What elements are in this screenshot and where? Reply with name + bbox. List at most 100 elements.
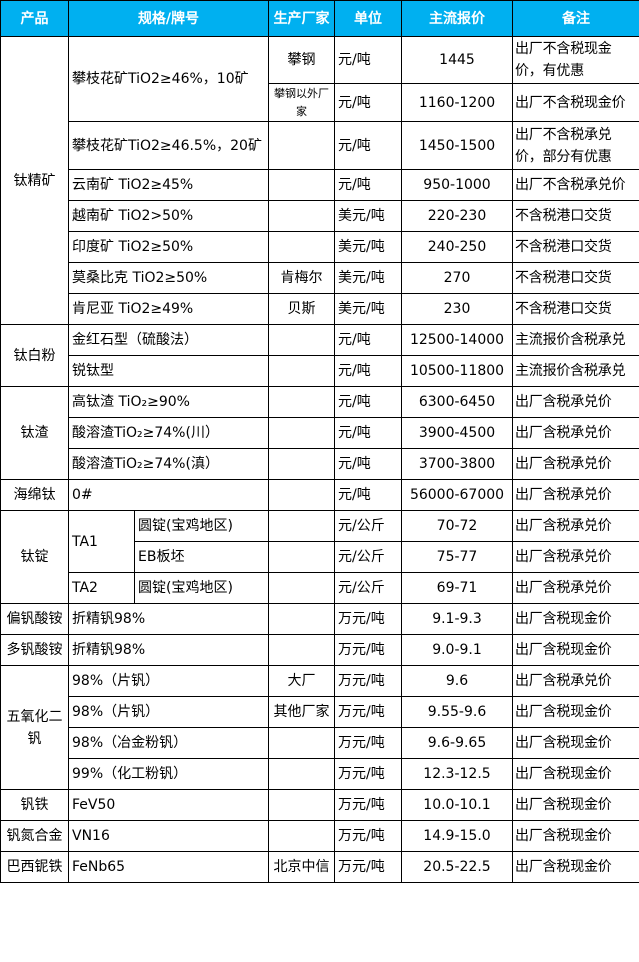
manufacturer-cell: 大厂 — [268, 665, 335, 697]
table-row: 偏钒酸铵 折精钒98% 万元/吨 9.1-9.3 出厂含税现金价 — [0, 603, 639, 635]
spec-cell: 锐钛型 — [68, 355, 269, 387]
unit-cell: 元/吨 — [334, 121, 402, 170]
note-cell: 主流报价含税承兑 — [512, 324, 639, 356]
price-cell: 75-77 — [401, 541, 513, 573]
spec-cell: 98%（片钒） — [68, 665, 269, 697]
note-cell: 出厂含税承兑价 — [512, 572, 639, 604]
header-product: 产品 — [0, 0, 69, 37]
manufacturer-cell — [268, 820, 335, 852]
table-row: 肯尼亚 TiO2≥49% 贝斯 美元/吨 230 不含税港口交货 — [1, 293, 639, 325]
header-manufacturer: 生产厂家 — [268, 0, 335, 37]
unit-cell: 元/吨 — [334, 83, 402, 122]
grade-cell: TA2 — [68, 572, 135, 604]
note-cell: 出厂含税现金价 — [512, 820, 639, 852]
table-row: 多钒酸铵 折精钒98% 万元/吨 9.0-9.1 出厂含税现金价 — [0, 634, 639, 666]
spec-cell: 云南矿 TiO2≥45% — [68, 169, 269, 201]
product-cell: 钛锭 — [0, 510, 69, 604]
unit-cell: 元/吨 — [334, 324, 402, 356]
table-row: 莫桑比克 TiO2≥50% 肯梅尔 美元/吨 270 不含税港口交货 — [1, 262, 639, 294]
note-cell: 出厂含税现金价 — [512, 634, 639, 666]
unit-cell: 万元/吨 — [334, 789, 402, 821]
price-cell: 3900-4500 — [401, 417, 513, 449]
manufacturer-cell — [268, 324, 335, 356]
spec-cell: 印度矿 TiO2≥50% — [68, 231, 269, 263]
price-cell: 20.5-22.5 — [401, 851, 513, 883]
manufacturer-cell — [268, 510, 335, 542]
price-cell: 9.0-9.1 — [401, 634, 513, 666]
manufacturer-cell — [268, 231, 335, 263]
product-cell: 钒铁 — [0, 789, 69, 821]
manufacturer-cell: 攀钢 — [268, 36, 335, 84]
unit-cell: 元/吨 — [334, 355, 402, 387]
manufacturer-cell — [268, 479, 335, 511]
note-cell: 出厂不含税现金价 — [512, 83, 639, 122]
table-row: 攀枝花矿TiO2≥46.5%，20矿 元/吨 1450-1500 出厂不含税承兑价，部… — [1, 121, 639, 170]
table-row: 印度矿 TiO2≥50% 美元/吨 240-250 不含税港口交货 — [1, 231, 639, 263]
manufacturer-cell — [268, 386, 335, 418]
price-cell: 12.3-12.5 — [401, 758, 513, 790]
note-cell: 出厂含税承兑价 — [512, 479, 639, 511]
manufacturer-cell: 其他厂家 — [268, 696, 335, 728]
product-cell: 钒氮合金 — [0, 820, 69, 852]
table-row: 钒氮合金 VN16 万元/吨 14.9-15.0 出厂含税现金价 — [0, 820, 639, 852]
price-cell: 10.0-10.1 — [401, 789, 513, 821]
header-price: 主流报价 — [401, 0, 513, 37]
unit-cell: 万元/吨 — [334, 727, 402, 759]
manufacturer-cell — [268, 541, 335, 573]
price-cell: 9.6 — [401, 665, 513, 697]
spec-cell: 酸溶渣TiO₂≥74%(滇） — [68, 448, 269, 480]
manufacturer-cell: 攀钢以外厂家 — [268, 83, 335, 122]
table-row: 钛渣 高钛渣 TiO₂≥90% 元/吨 6300-6450 出厂含税承兑价 — [0, 386, 639, 480]
product-cell: 多钒酸铵 — [0, 634, 69, 666]
table-row: 钒铁 FeV50 万元/吨 10.0-10.1 出厂含税现金价 — [0, 789, 639, 821]
unit-cell: 美元/吨 — [334, 231, 402, 263]
manufacturer-cell: 北京中信 — [268, 851, 335, 883]
table-row: 越南矿 TiO2>50% 美元/吨 220-230 不含税港口交货 — [1, 200, 639, 232]
unit-cell: 万元/吨 — [334, 851, 402, 883]
table-row: 钛锭 TA1 圆锭(宝鸡地区) 元/公斤 70-72 出厂含税承兑价 — [0, 510, 639, 604]
spec-cell: 越南矿 TiO2>50% — [68, 200, 269, 232]
table-row: 98%（片钒） 其他厂家 万元/吨 9.55-9.6 出厂含税现金价 — [1, 696, 639, 728]
price-cell: 6300-6450 — [401, 386, 513, 418]
manufacturer-cell — [268, 758, 335, 790]
unit-cell: 元/公斤 — [334, 572, 402, 604]
unit-cell: 万元/吨 — [334, 665, 402, 697]
table-row: 五氧化二钒 98%（片钒） 大厂 万元/吨 9.6 出厂含税承兑价 — [0, 665, 639, 790]
table-row: 巴西铌铁 FeNb65 北京中信 万元/吨 20.5-22.5 出厂含税现金价 — [0, 851, 639, 883]
price-cell: 9.1-9.3 — [401, 603, 513, 635]
unit-cell: 美元/吨 — [334, 293, 402, 325]
manufacturer-cell — [268, 417, 335, 449]
header-row: 产品 规格/牌号 生产厂家 单位 主流报价 备注 — [0, 0, 639, 37]
table-row: 钛精矿 攀枝花矿TiO2≥46%，10矿 攀钢 元/吨 1445 出厂不含税现金价，有优惠 — [0, 36, 639, 325]
manufacturer-cell: 肯梅尔 — [268, 262, 335, 294]
product-cell: 五氧化二钒 — [0, 665, 69, 790]
unit-cell: 元/吨 — [334, 479, 402, 511]
note-cell: 出厂含税现金价 — [512, 696, 639, 728]
table-row: 攀钢以外厂家 元/吨 1160-1200 出厂不含税现金价 — [1, 83, 639, 122]
price-table: 产品 规格/牌号 生产厂家 单位 主流报价 备注 钛精矿 攀枝花矿TiO2≥46%… — [0, 0, 639, 883]
header-unit: 单位 — [334, 0, 402, 37]
note-cell: 主流报价含税承兑 — [512, 355, 639, 387]
note-cell: 出厂含税承兑价 — [512, 386, 639, 418]
manufacturer-cell — [268, 727, 335, 759]
note-cell: 出厂含税承兑价 — [512, 448, 639, 480]
unit-cell: 元/公斤 — [334, 541, 402, 573]
price-cell: 950-1000 — [401, 169, 513, 201]
spec-cell: 攀枝花矿TiO2≥46%，10矿 — [68, 36, 269, 122]
price-cell: 70-72 — [401, 510, 513, 542]
note-cell: 出厂含税承兑价 — [512, 417, 639, 449]
table-row: 海绵钛 0# 元/吨 56000-67000 出厂含税承兑价 — [0, 479, 639, 511]
spec-cell: 莫桑比克 TiO2≥50% — [68, 262, 269, 294]
price-cell: 9.6-9.65 — [401, 727, 513, 759]
price-cell: 56000-67000 — [401, 479, 513, 511]
table-row: 云南矿 TiO2≥45% 元/吨 950-1000 出厂不含税承兑价 — [1, 169, 639, 201]
price-cell: 9.55-9.6 — [401, 696, 513, 728]
unit-cell: 元/公斤 — [334, 510, 402, 542]
note-cell: 出厂含税承兑价 — [512, 665, 639, 697]
manufacturer-cell — [268, 448, 335, 480]
unit-cell: 万元/吨 — [334, 634, 402, 666]
note-cell: 出厂不含税承兑价 — [512, 169, 639, 201]
sub-spec-cell: 圆锭(宝鸡地区) — [134, 572, 269, 604]
product-cell: 钛白粉 — [0, 324, 69, 387]
spec-cell: 金红石型（硫酸法） — [68, 324, 269, 356]
